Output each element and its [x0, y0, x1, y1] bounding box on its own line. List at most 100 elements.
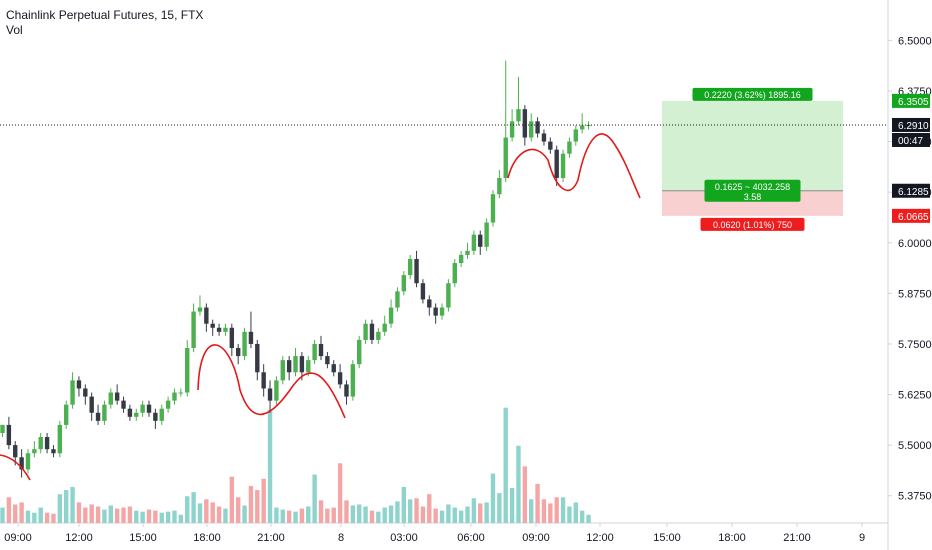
- volume-bar: [185, 496, 190, 523]
- volume-bar: [363, 506, 368, 523]
- volume-bar: [280, 509, 285, 523]
- candle-body: [83, 388, 88, 397]
- x-tick-label: 09:00: [4, 532, 32, 544]
- volume-bar: [261, 478, 266, 523]
- volume-bar: [235, 497, 241, 523]
- stop-label: [700, 217, 805, 231]
- candle-body: [89, 396, 94, 413]
- pattern-curve: [197, 344, 346, 419]
- volume-bar: [395, 501, 400, 523]
- candle-body: [567, 141, 572, 154]
- volume-bar: [452, 507, 457, 523]
- volume-bar: [114, 508, 120, 523]
- volume-bar: [146, 509, 152, 523]
- price-tag-last: [892, 117, 930, 132]
- volume-bar: [503, 407, 508, 523]
- volume-bar: [6, 497, 12, 523]
- candle-body: [554, 149, 559, 178]
- candle-body: [407, 258, 413, 276]
- stop-label-text: 0.0620 (1.01%) 750: [713, 220, 792, 230]
- candle-body: [427, 299, 432, 308]
- x-tick-label: 8: [338, 532, 344, 544]
- candle-body: [376, 331, 381, 340]
- candle-body: [439, 307, 445, 316]
- candle-body: [0, 424, 5, 433]
- volume-bar: [484, 502, 489, 523]
- volume-bar: [433, 508, 438, 523]
- candle-body: [121, 400, 126, 409]
- candle-body: [165, 400, 171, 409]
- candle-body: [13, 445, 18, 458]
- candle-body: [331, 364, 336, 373]
- candle-body: [382, 323, 387, 332]
- candle-body: [57, 424, 63, 454]
- candle-body: [560, 153, 566, 178]
- candle-body: [458, 254, 464, 263]
- volume-bar: [579, 510, 585, 523]
- candle-body: [64, 404, 69, 425]
- volume-bar: [13, 504, 18, 523]
- candle-body: [522, 109, 528, 138]
- y-tick-label: 5.3750: [898, 491, 932, 503]
- volume-bar: [25, 510, 31, 523]
- candle-body: [363, 323, 368, 340]
- candle-body: [395, 291, 400, 308]
- y-tick-label: 6.5000: [898, 35, 932, 47]
- candle-body: [261, 372, 266, 389]
- y-tick-label: 5.5000: [898, 440, 932, 452]
- volume-bar: [497, 493, 502, 523]
- volume-bar: [83, 507, 88, 523]
- candle-body: [255, 343, 260, 373]
- volume-bar: [70, 486, 75, 523]
- volume-bar: [204, 499, 209, 523]
- candle-body: [204, 307, 209, 324]
- volume-bar: [344, 500, 349, 523]
- candle-body: [337, 372, 343, 385]
- x-tick-label: 12:00: [65, 532, 93, 544]
- candle-body: [140, 404, 145, 413]
- x-tick-label: 12:00: [586, 532, 614, 544]
- x-tick-label: 15:00: [129, 532, 157, 544]
- candle-body: [401, 275, 407, 292]
- candle-body: [490, 194, 496, 223]
- candle-body: [235, 348, 241, 357]
- volume-bar: [108, 505, 113, 523]
- volume-bar: [573, 502, 578, 523]
- volume-bar: [478, 503, 483, 523]
- x-tick-label: 09:00: [522, 532, 550, 544]
- x-tick-label: 21:00: [783, 532, 811, 544]
- candle-body: [529, 121, 534, 138]
- volume-bar: [446, 504, 451, 523]
- volume-bar: [420, 506, 426, 523]
- candle-body: [102, 404, 107, 421]
- candle-body: [6, 424, 12, 446]
- volume-bar: [51, 513, 56, 523]
- candle-body: [535, 121, 540, 134]
- x-tick-label: 9: [859, 532, 865, 544]
- candle-body: [433, 307, 438, 316]
- candle-body: [76, 380, 82, 389]
- candle-body: [223, 327, 228, 332]
- volume-bar: [490, 473, 496, 523]
- candle-body: [197, 307, 203, 312]
- volume-bar: [535, 483, 540, 523]
- volume-bar: [134, 510, 139, 523]
- candle-body: [344, 384, 349, 397]
- volume-bar: [516, 445, 521, 523]
- volume-bar: [401, 486, 407, 523]
- volume-bar: [229, 476, 235, 523]
- candle-body: [32, 449, 37, 454]
- candle-body: [516, 109, 521, 122]
- volume-bar: [376, 511, 381, 523]
- candle-body: [369, 323, 375, 340]
- price-tag-entry: [892, 183, 930, 198]
- price-tag-entry-text: 6.1285: [898, 187, 929, 198]
- candle-body: [471, 234, 477, 251]
- candle-body: [267, 388, 273, 401]
- candle-body: [159, 408, 164, 421]
- volume-bar: [76, 502, 82, 523]
- entry-label-text: 3.58: [744, 192, 762, 202]
- volume-bar: [197, 503, 203, 523]
- volume-bar: [57, 494, 63, 523]
